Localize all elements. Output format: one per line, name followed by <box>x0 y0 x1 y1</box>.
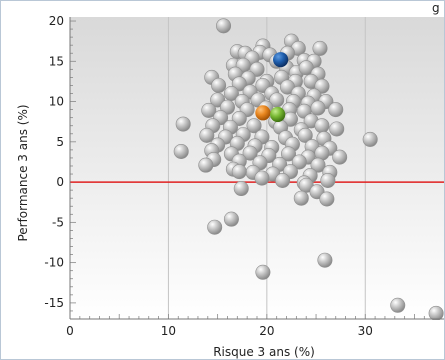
data-point <box>362 131 378 147</box>
data-point <box>242 145 258 161</box>
data-point <box>312 40 328 56</box>
y-tick-label: -15 <box>44 296 64 310</box>
data-point <box>390 297 406 313</box>
data-point <box>255 264 271 280</box>
data-point <box>201 102 217 118</box>
data-points <box>173 18 444 320</box>
data-point <box>310 157 326 173</box>
data-point <box>293 190 309 206</box>
highlight-point-orange <box>255 105 271 121</box>
data-point <box>328 102 344 118</box>
data-point <box>310 100 326 116</box>
data-point <box>314 118 330 134</box>
data-point <box>298 60 314 76</box>
data-point <box>291 154 307 170</box>
y-tick-label: 5 <box>56 135 64 149</box>
data-point <box>207 219 223 235</box>
highlight-point-green <box>270 106 286 123</box>
y-tick-label: 0 <box>56 175 64 189</box>
data-point <box>173 143 189 159</box>
chart-title-fragment: g <box>432 1 440 15</box>
data-point <box>199 127 215 143</box>
y-axis-title: Performance 3 ans (%) <box>16 104 30 241</box>
data-point <box>275 172 291 188</box>
data-point <box>428 305 444 320</box>
data-point <box>254 170 270 186</box>
data-point <box>280 146 296 162</box>
data-point <box>231 164 247 180</box>
x-tick-label: 10 <box>161 324 176 338</box>
y-tick-label: 20 <box>49 14 64 28</box>
data-point <box>223 86 239 102</box>
data-point <box>198 157 214 173</box>
data-point <box>211 77 227 93</box>
data-point <box>219 99 235 115</box>
highlight-point-blue <box>273 52 289 68</box>
data-point <box>233 181 249 197</box>
data-point <box>332 149 348 165</box>
y-tick-label: 15 <box>49 54 64 68</box>
data-point <box>329 121 345 137</box>
data-point <box>319 191 335 207</box>
data-point <box>317 252 333 268</box>
x-tick-label: 30 <box>358 324 373 338</box>
y-tick-label: -5 <box>52 215 64 229</box>
tick-labels: 0 10 20 30 20 15 10 5 0 -5 -10 -15 <box>44 14 373 338</box>
x-tick-label: 0 <box>66 324 74 338</box>
x-axis-title: Risque 3 ans (%) <box>213 345 315 359</box>
data-point <box>216 18 232 34</box>
data-point <box>175 116 191 132</box>
y-tick-label: 10 <box>49 95 64 109</box>
y-tick-label: -10 <box>44 256 64 270</box>
data-point <box>223 211 239 227</box>
data-point <box>320 172 336 188</box>
x-tick-label: 20 <box>259 324 274 338</box>
data-point <box>297 127 313 143</box>
data-point <box>246 118 262 134</box>
